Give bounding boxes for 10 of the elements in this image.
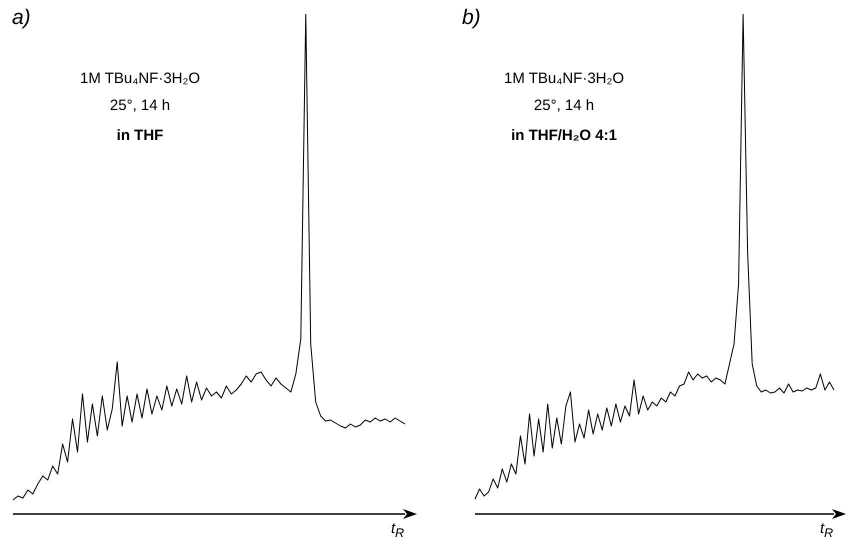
annotation: 1M TBu₄NF·3H₂O (78, 70, 202, 87)
annotation: 25°, 14 h (532, 97, 596, 114)
x-axis-title: t$_{R}$ (820, 520, 834, 539)
x-axis-title: t$_{R}$ (391, 520, 404, 539)
annotation: 25°, 14 h (108, 97, 172, 114)
chart-title: b) (462, 6, 481, 30)
chart-title: a) (12, 6, 31, 30)
annotation: in THF/H₂O 4:1 (510, 127, 618, 144)
annotation: in THF (116, 127, 164, 144)
annotation: 1M TBu₄NF·3H₂O (502, 70, 626, 87)
